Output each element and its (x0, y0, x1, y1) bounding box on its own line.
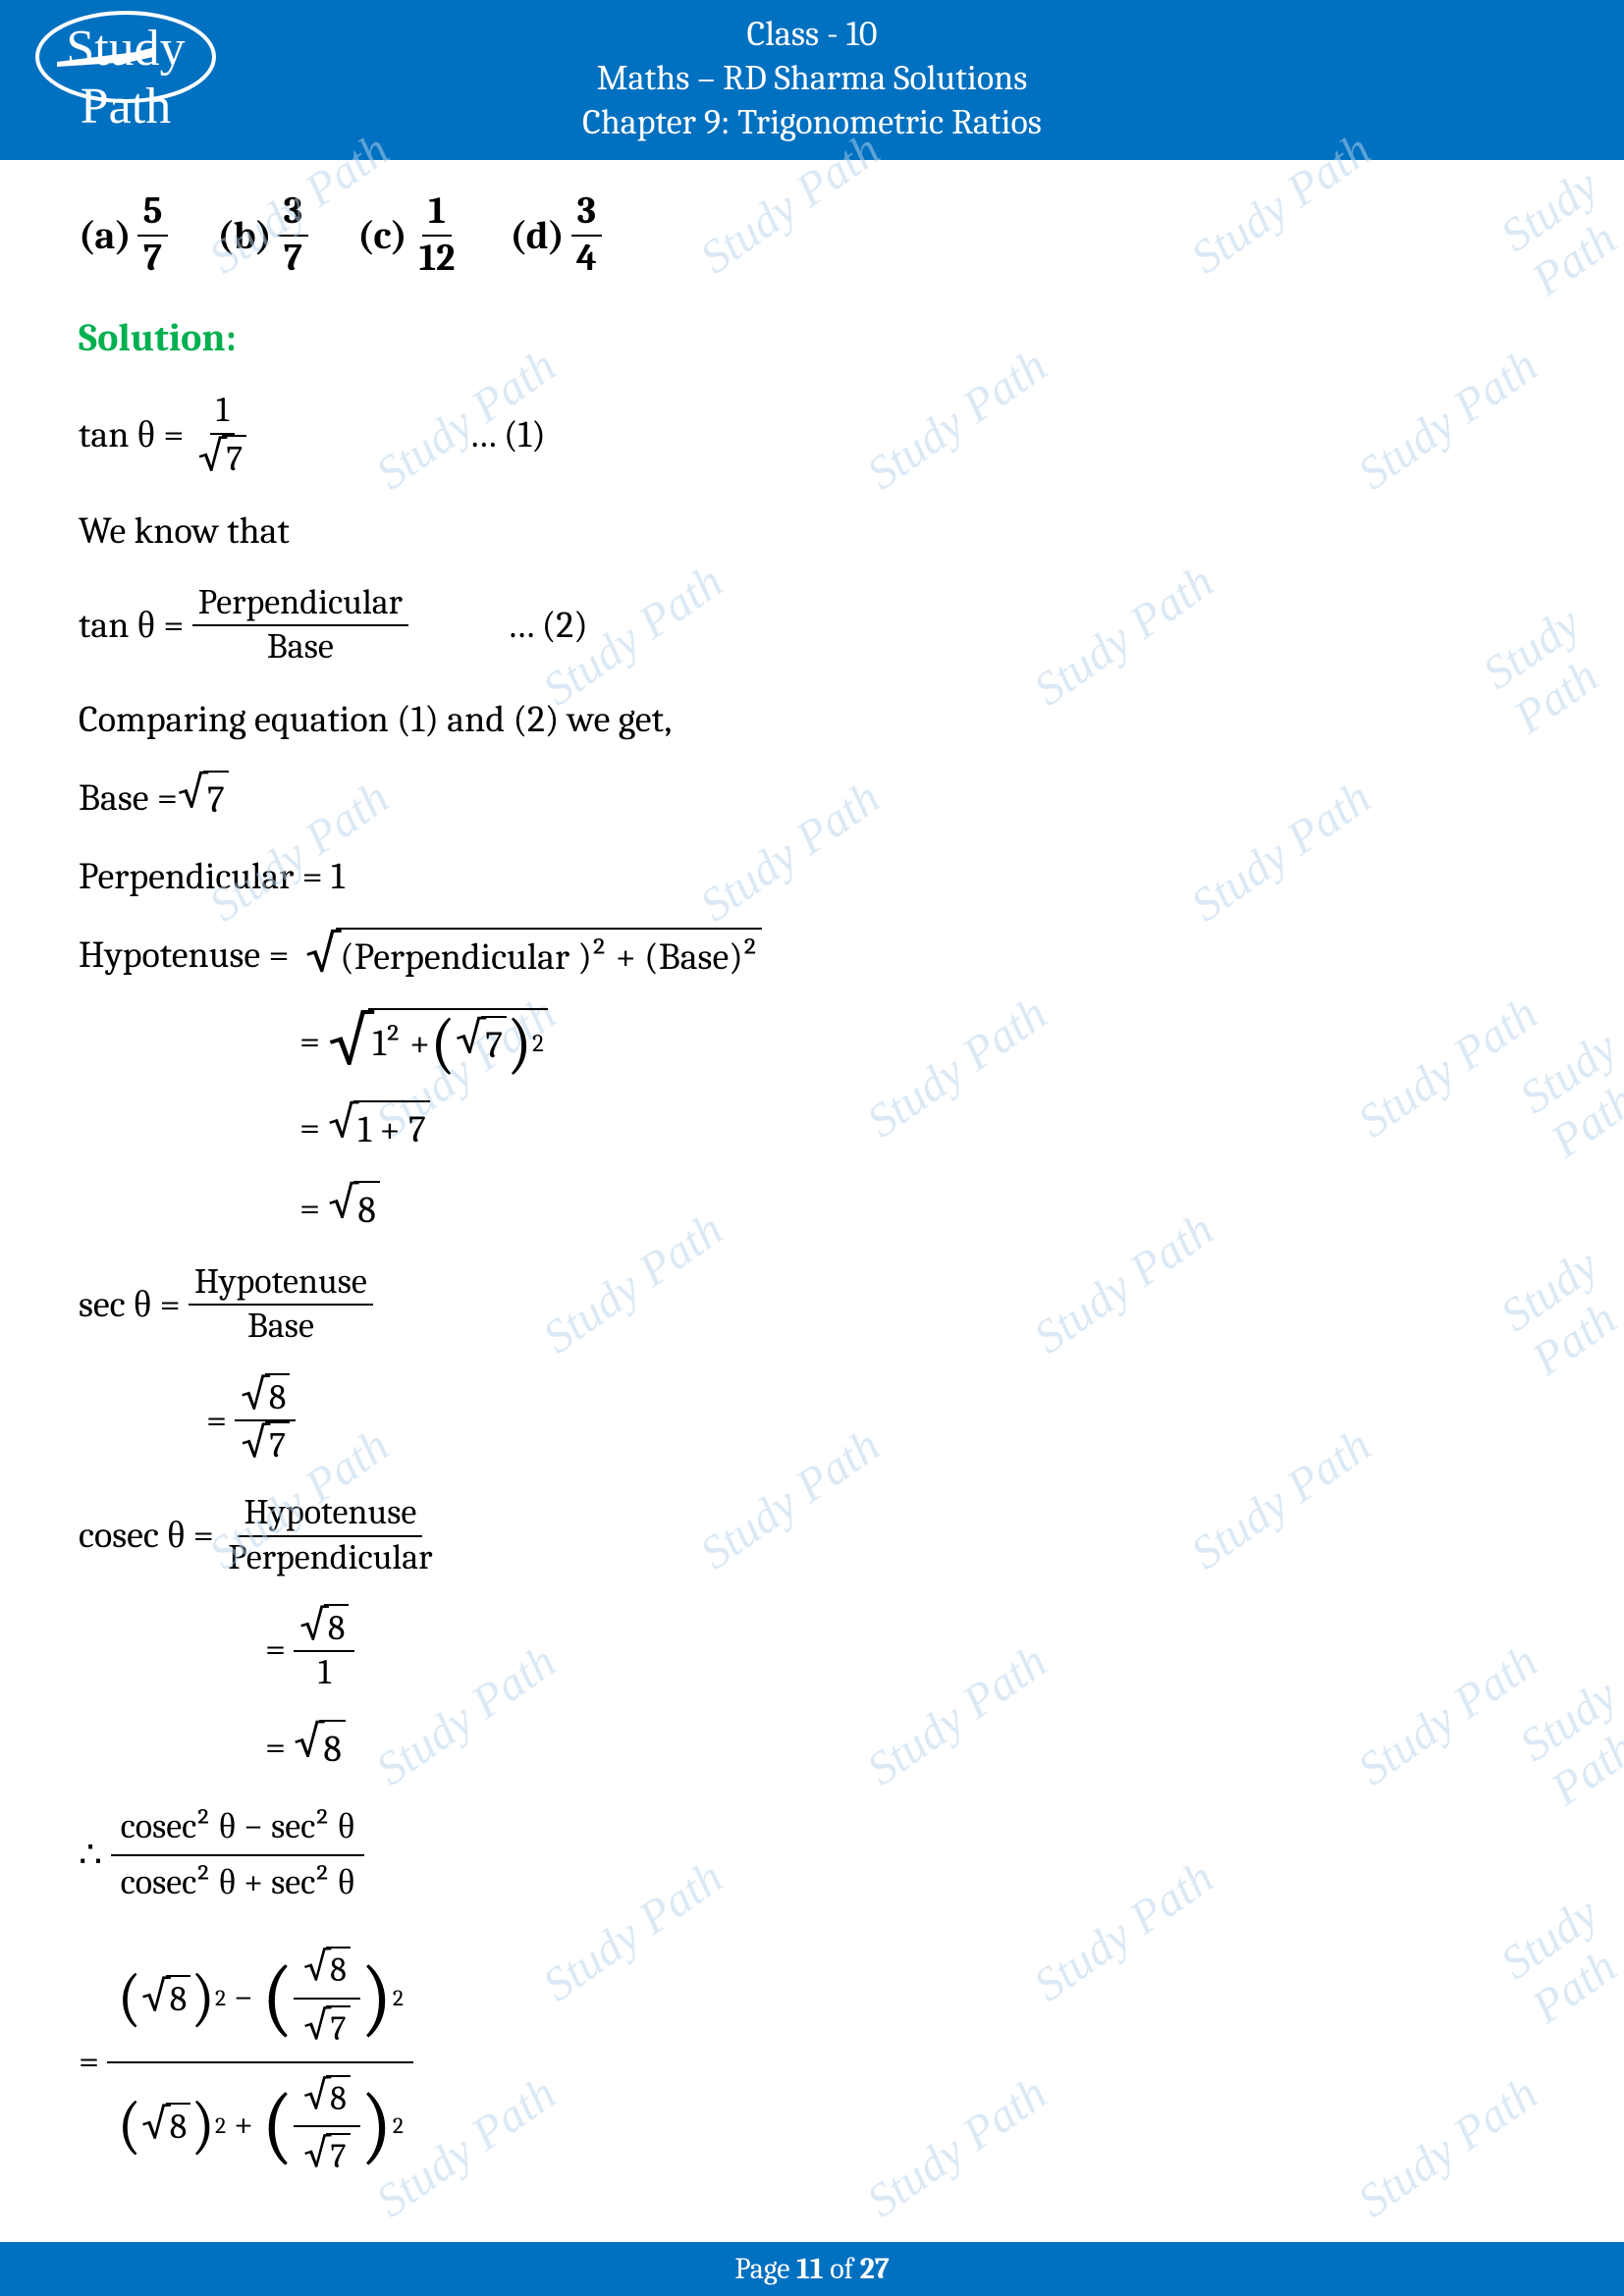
answer-options: (a) 57 (b) 37 (c) 112 (d) 34 (79, 189, 1545, 281)
sec-definition: sec θ = Hypotenuse Base (79, 1261, 1545, 1349)
logo-text: Study Path (18, 20, 234, 135)
content-area: (a) 57 (b) 37 (c) 112 (d) 34 Solution: t… (0, 160, 1624, 2189)
perpendicular-value: Perpendicular = 1 (79, 851, 1545, 903)
header-subject: Maths – RD Sharma Solutions (0, 58, 1624, 98)
header-class: Class - 10 (0, 14, 1624, 54)
option-c: (c) 112 (357, 189, 460, 281)
base-value: Base = √7 (79, 771, 1545, 827)
header-chapter: Chapter 9: Trigonometric Ratios (0, 102, 1624, 142)
page-footer: Page 11 of 27 (0, 2242, 1624, 2296)
hypotenuse-formula: Hypotenuse = √(Perpendicular )² + (Base)… (79, 928, 1545, 984)
eq-tan-definition: tan θ = Perpendicular Base … (2) (79, 582, 1545, 669)
hypotenuse-step3: = √1 + 7 (299, 1100, 1545, 1156)
final-substitution: = (√8)2 − (√8√7)2 (√8)2 + (√8√7)2 (79, 1935, 1545, 2189)
page-header: Study Path Class - 10 Maths – RD Sharma … (0, 0, 1624, 160)
we-know-text: We know that (79, 506, 1545, 558)
cosec-final: = √8 (265, 1720, 1545, 1776)
solution-heading: Solution: (79, 310, 1545, 365)
cosec-definition: cosec θ = Hypotenuse Perpendicular (79, 1492, 1545, 1579)
hypotenuse-step4: = √8 (299, 1181, 1545, 1237)
eq-tan-value: tan θ = 1 √7 … (1) (79, 390, 1545, 481)
option-d: (d) 34 (510, 189, 602, 281)
hypotenuse-step2: = √1² + (√7)2 (299, 1008, 1545, 1075)
final-expression: ∴ cosec² θ − sec² θ cosec² θ + sec² θ (79, 1800, 1545, 1911)
logo: Study Path (18, 8, 234, 135)
sec-value: = √8√7 (206, 1373, 1545, 1468)
cosec-step1: = √81 (265, 1604, 1545, 1695)
option-a: (a) 57 (79, 189, 168, 281)
comparing-text: Comparing equation (1) and (2) we get, (79, 694, 1545, 746)
option-b: (b) 37 (217, 189, 308, 281)
